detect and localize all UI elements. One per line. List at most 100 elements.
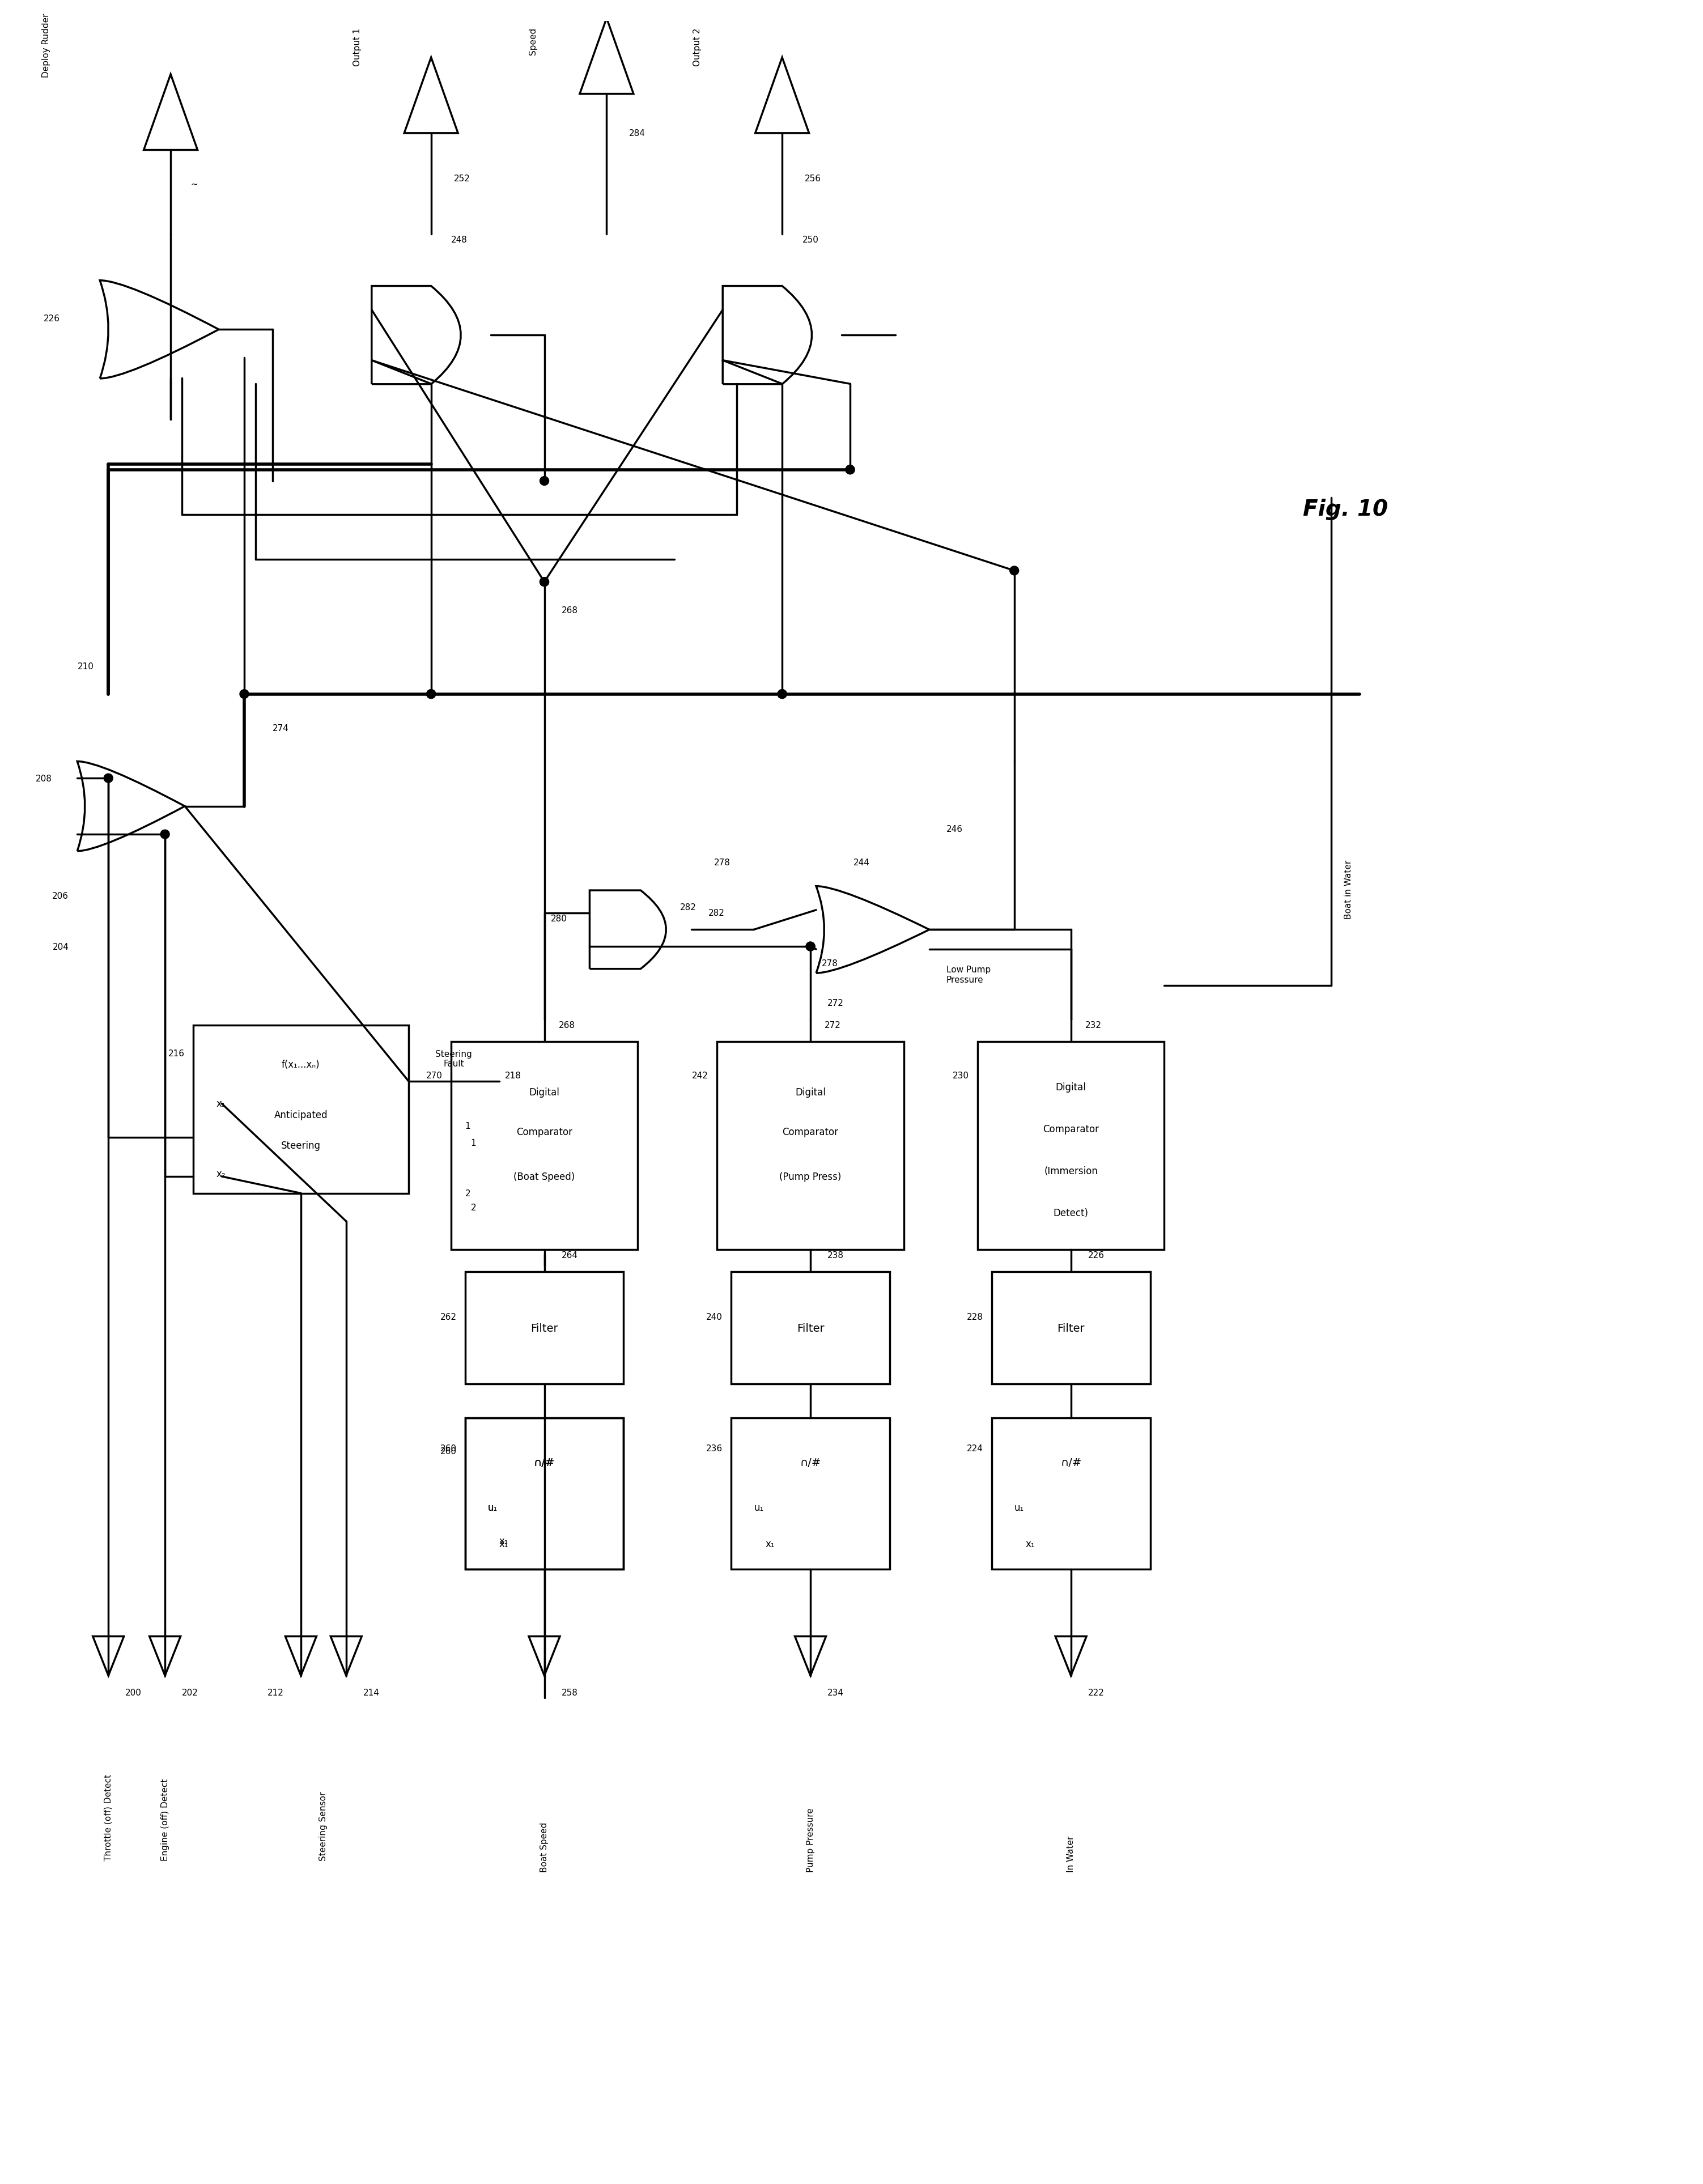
Circle shape — [778, 690, 787, 699]
Text: u₁: u₁ — [1015, 1503, 1024, 1514]
Text: 202: 202 — [182, 1688, 198, 1697]
Text: Filter: Filter — [797, 1324, 824, 1334]
Text: 260: 260 — [439, 1448, 456, 1457]
Text: Comparator: Comparator — [1042, 1125, 1098, 1133]
Text: 216: 216 — [169, 1048, 186, 1057]
Circle shape — [846, 465, 855, 474]
Text: 258: 258 — [562, 1688, 577, 1697]
Text: 226: 226 — [1088, 1251, 1104, 1260]
Text: 204: 204 — [53, 943, 68, 950]
Text: Anticipated: Anticipated — [274, 1109, 327, 1120]
Text: Digital: Digital — [795, 1088, 826, 1099]
Text: ~: ~ — [191, 179, 198, 188]
Text: 244: 244 — [853, 858, 870, 867]
Text: 252: 252 — [453, 175, 470, 183]
Bar — [194, 1024, 409, 1192]
Text: In Water: In Water — [1066, 1835, 1075, 1872]
Text: 272: 272 — [824, 1020, 841, 1029]
Text: u₁: u₁ — [487, 1503, 497, 1514]
Text: 210: 210 — [78, 662, 94, 670]
Text: Fig. 10: Fig. 10 — [1303, 498, 1388, 520]
Bar — [978, 1042, 1165, 1249]
Text: 212: 212 — [267, 1688, 284, 1697]
Bar — [717, 1042, 904, 1249]
Text: x₂: x₂ — [216, 1168, 225, 1179]
Text: (Pump Press): (Pump Press) — [780, 1171, 841, 1182]
Circle shape — [240, 690, 249, 699]
Text: Speed: Speed — [528, 28, 536, 55]
Text: Steering Sensor: Steering Sensor — [318, 1791, 327, 1861]
Text: 284: 284 — [630, 129, 645, 138]
Text: ∩/#: ∩/# — [533, 1457, 555, 1468]
Text: x₁: x₁ — [499, 1535, 509, 1546]
Bar — [465, 1417, 623, 1568]
Text: 272: 272 — [828, 998, 843, 1007]
Text: 260: 260 — [439, 1444, 456, 1452]
Circle shape — [778, 690, 787, 699]
Text: x₁: x₁ — [216, 1099, 225, 1109]
Text: 214: 214 — [363, 1688, 380, 1697]
Text: 246: 246 — [947, 826, 962, 834]
Text: ∩/#: ∩/# — [800, 1457, 821, 1468]
Text: Filter: Filter — [1058, 1324, 1085, 1334]
Text: Steering
Fault: Steering Fault — [436, 1051, 472, 1068]
Text: 238: 238 — [828, 1251, 845, 1260]
Text: 228: 228 — [967, 1313, 983, 1321]
Text: Comparator: Comparator — [782, 1127, 838, 1138]
Text: (Boat Speed): (Boat Speed) — [514, 1171, 576, 1182]
Text: 282: 282 — [679, 904, 697, 911]
Text: 280: 280 — [550, 915, 567, 924]
Bar — [731, 1271, 889, 1385]
Text: Output 1: Output 1 — [353, 28, 361, 66]
Text: 274: 274 — [272, 723, 290, 732]
Text: Digital: Digital — [530, 1088, 560, 1099]
Bar — [991, 1417, 1150, 1568]
Circle shape — [846, 465, 855, 474]
Text: Filter: Filter — [531, 1324, 559, 1334]
Text: x₁: x₁ — [765, 1540, 775, 1548]
Text: 270: 270 — [426, 1072, 443, 1079]
Text: 222: 222 — [1088, 1688, 1104, 1697]
Bar — [465, 1271, 623, 1385]
Text: Output 2: Output 2 — [693, 28, 702, 66]
Circle shape — [160, 830, 170, 839]
Text: Low Pump
Pressure: Low Pump Pressure — [947, 965, 991, 985]
Circle shape — [806, 941, 816, 952]
Text: x₁: x₁ — [1025, 1540, 1035, 1548]
Text: 218: 218 — [504, 1072, 521, 1079]
Text: 264: 264 — [562, 1251, 577, 1260]
Text: 250: 250 — [802, 236, 819, 245]
Text: u₁: u₁ — [487, 1503, 497, 1514]
Text: 1: 1 — [465, 1123, 470, 1131]
Bar — [991, 1271, 1150, 1385]
Text: 226: 226 — [44, 314, 60, 323]
Text: x₁: x₁ — [499, 1540, 509, 1548]
Text: Boat Speed: Boat Speed — [540, 1821, 548, 1872]
Text: 282: 282 — [708, 909, 725, 917]
Circle shape — [540, 579, 548, 587]
Text: 232: 232 — [1085, 1020, 1102, 1029]
Text: 278: 278 — [823, 959, 838, 968]
Text: Engine (off) Detect: Engine (off) Detect — [160, 1778, 169, 1861]
Text: ∩/#: ∩/# — [533, 1457, 555, 1468]
Text: Deploy Rudder: Deploy Rudder — [43, 13, 51, 79]
Text: 230: 230 — [952, 1072, 969, 1079]
Text: 224: 224 — [967, 1444, 983, 1452]
Text: 1: 1 — [470, 1138, 477, 1147]
Circle shape — [1010, 566, 1018, 577]
Circle shape — [540, 476, 548, 485]
Text: Detect): Detect) — [1054, 1208, 1088, 1219]
Circle shape — [426, 690, 436, 699]
Text: Digital: Digital — [1056, 1081, 1087, 1092]
Text: 206: 206 — [53, 891, 68, 900]
Text: u₁: u₁ — [754, 1503, 763, 1514]
Text: 2: 2 — [470, 1203, 477, 1212]
Text: Throttle (off) Detect: Throttle (off) Detect — [104, 1773, 112, 1861]
Text: 2: 2 — [465, 1190, 470, 1197]
Text: 256: 256 — [806, 175, 821, 183]
Bar — [465, 1417, 623, 1568]
Text: 268: 268 — [562, 605, 577, 614]
Text: 234: 234 — [828, 1688, 845, 1697]
Circle shape — [540, 579, 548, 587]
Text: 240: 240 — [707, 1313, 722, 1321]
